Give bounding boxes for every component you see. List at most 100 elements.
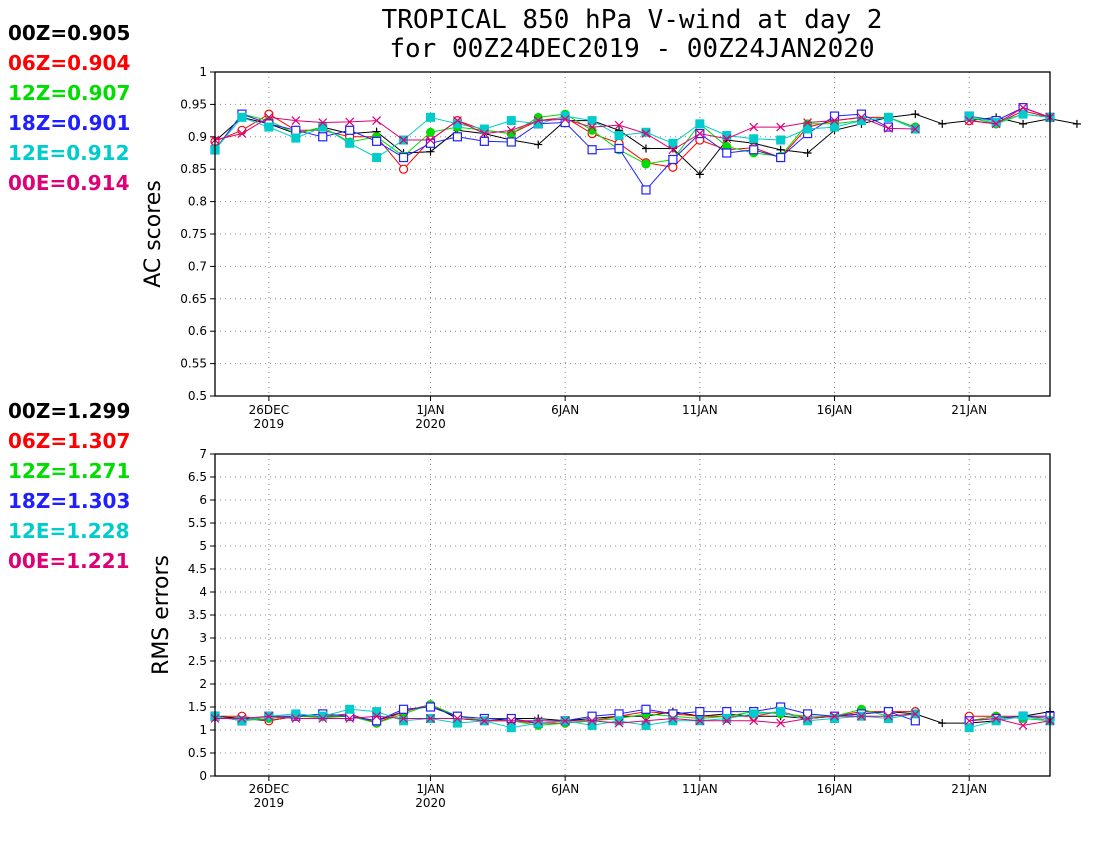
data-point-00e: [641, 129, 651, 138]
data-point-00e: [1018, 720, 1028, 730]
data-point-00e: [399, 135, 408, 145]
y-tick-label: 6: [199, 493, 207, 507]
data-point-12e: [372, 153, 382, 163]
data-point-18z: [452, 132, 463, 142]
y-tick-label: 2: [199, 677, 207, 691]
data-point-00z: [534, 140, 543, 149]
legend-entry-06z: 06Z=1.307: [8, 429, 130, 453]
data-point-18z: [829, 111, 840, 121]
series-06z: [210, 106, 1055, 174]
data-point-18z: [695, 706, 705, 717]
legend-entry-12z: 12Z=1.271: [8, 459, 130, 483]
data-point-12e: [722, 714, 732, 723]
y-tick-label: 5: [199, 539, 207, 553]
y-tick-label: 5.5: [188, 516, 207, 530]
x-tick-label: 6JAN: [551, 782, 579, 796]
y-tick-label: 0.55: [180, 357, 207, 371]
y-tick-label: 0.65: [180, 292, 207, 306]
data-point-12e: [533, 718, 543, 728]
legend-entry-12z: 12Z=0.907: [8, 81, 130, 105]
series-00e: [210, 709, 1055, 730]
x-tick-sublabel: 2020: [415, 796, 446, 810]
series-12e: [210, 109, 1055, 163]
data-point-00e: [803, 714, 813, 723]
data-point-00e: [506, 125, 516, 135]
data-point-00e: [910, 709, 920, 719]
data-point-00e: [587, 122, 597, 132]
data-point-00e: [830, 116, 839, 126]
data-point-12e: [345, 138, 355, 148]
data-point-12e: [830, 714, 840, 723]
data-point-00e: [587, 716, 597, 726]
data-point-18z: [587, 711, 597, 721]
data-point-00e: [668, 145, 678, 155]
series-line-00e: [214, 107, 1051, 151]
data-point-00e: [318, 714, 328, 723]
data-point-12e: [345, 704, 355, 714]
chart-title-line2: for 00Z24DEC2019 - 00Z24JAN2020: [389, 34, 874, 64]
x-tick-label: 26DEC: [249, 403, 289, 417]
data-point-00e: [803, 118, 813, 127]
x-tick-label: 16JAN: [817, 782, 853, 796]
data-point-06z: [398, 164, 409, 174]
data-point-00e: [883, 711, 893, 721]
legend-entry-18z: 18Z=1.303: [8, 489, 130, 513]
data-point-00e: [964, 716, 974, 726]
data-point-12e: [883, 112, 893, 122]
data-point-00e: [749, 716, 759, 726]
data-point-18z: [587, 145, 597, 155]
legend-entry-18z: 18Z=0.901: [8, 111, 130, 135]
y-tick-label: 0.5: [188, 746, 207, 760]
series-line-12e: [214, 113, 1051, 159]
x-tick-sublabel: 2019: [254, 796, 285, 810]
data-point-00z: [911, 110, 920, 119]
y-tick-label: 0.95: [180, 97, 207, 111]
data-point-00e: [991, 119, 1001, 129]
data-point-12e: [641, 720, 651, 730]
data-point-00e: [479, 129, 489, 138]
data-point-00e: [668, 714, 678, 723]
data-point-00e: [533, 716, 543, 726]
series-line-18z: [214, 107, 1051, 191]
y-tick-label: 0: [199, 769, 207, 783]
data-point-00e: [318, 118, 328, 127]
data-point-12e: [991, 118, 1001, 128]
y-tick-label: 3: [199, 631, 207, 645]
data-point-12e: [695, 119, 705, 129]
data-point-00z: [938, 719, 947, 728]
data-point-12z: [425, 127, 435, 137]
plot-frame: [214, 71, 1051, 397]
data-point-00e: [1018, 103, 1028, 113]
data-point-12e: [776, 135, 786, 145]
data-point-12e: [237, 716, 247, 726]
data-point-18z: [372, 136, 382, 146]
data-point-18z: [318, 132, 328, 142]
data-point-00e: [291, 116, 301, 126]
data-point-00e: [695, 129, 705, 138]
data-point-12e: [749, 709, 759, 719]
data-point-12e: [614, 716, 624, 726]
data-point-12e: [425, 112, 435, 122]
rms-error-legend: 00Z=1.299 06Z=1.307 12Z=1.271 18Z=1.303 12E=…: [8, 399, 130, 573]
data-point-12e: [318, 122, 328, 132]
y-tick-label: 1: [199, 65, 207, 79]
x-tick-sublabel: 2020: [415, 417, 446, 431]
y-tick-label: 0.85: [180, 162, 207, 176]
data-point-12e: [237, 112, 247, 122]
data-point-12e: [830, 122, 840, 132]
data-point-00e: [237, 129, 247, 138]
data-point-00e: [560, 114, 570, 124]
data-point-00z: [938, 119, 947, 128]
data-point-00z: [426, 147, 435, 156]
x-tick-label: 26DEC: [249, 782, 289, 796]
x-tick-label: 6JAN: [551, 403, 579, 417]
legend-entry-00z: 00Z=0.905: [8, 21, 130, 45]
y-tick-label: 4.5: [188, 562, 207, 576]
ac-score-legend: 00Z=0.905 06Z=0.904 12Z=0.907 18Z=0.901 12E=…: [8, 21, 130, 195]
y-tick-label: 2.5: [188, 654, 207, 668]
data-point-12e: [749, 134, 759, 144]
data-point-18z: [506, 137, 516, 147]
data-point-18z: [641, 704, 651, 714]
data-point-18z: [398, 704, 409, 714]
y-tick-label: 7: [199, 447, 207, 461]
